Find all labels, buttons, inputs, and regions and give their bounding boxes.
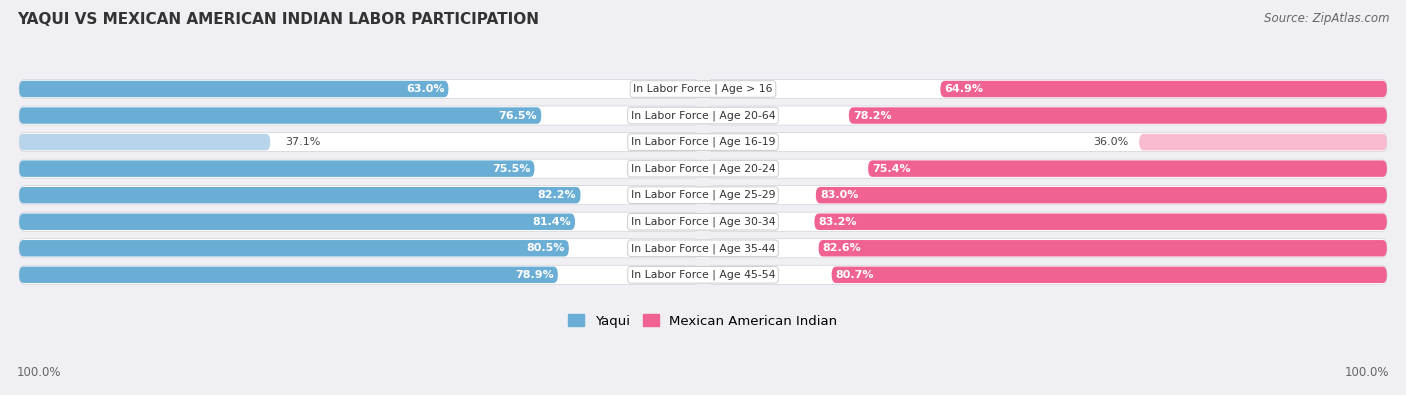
Text: 63.0%: 63.0% bbox=[406, 84, 444, 94]
FancyBboxPatch shape bbox=[849, 107, 1386, 124]
Text: 83.2%: 83.2% bbox=[818, 217, 858, 227]
FancyBboxPatch shape bbox=[707, 186, 1386, 205]
Text: 80.7%: 80.7% bbox=[835, 270, 875, 280]
Text: 81.4%: 81.4% bbox=[531, 217, 571, 227]
Text: 78.9%: 78.9% bbox=[515, 270, 554, 280]
Text: In Labor Force | Age 20-64: In Labor Force | Age 20-64 bbox=[631, 110, 775, 121]
FancyBboxPatch shape bbox=[20, 160, 534, 177]
Text: 100.0%: 100.0% bbox=[1344, 366, 1389, 379]
FancyBboxPatch shape bbox=[868, 160, 1386, 177]
Text: 64.9%: 64.9% bbox=[945, 84, 983, 94]
FancyBboxPatch shape bbox=[20, 267, 558, 283]
FancyBboxPatch shape bbox=[20, 239, 699, 258]
FancyBboxPatch shape bbox=[20, 134, 270, 150]
FancyBboxPatch shape bbox=[707, 106, 1386, 125]
FancyBboxPatch shape bbox=[707, 79, 1386, 99]
FancyBboxPatch shape bbox=[707, 159, 1386, 178]
FancyBboxPatch shape bbox=[20, 213, 575, 230]
Text: In Labor Force | Age 16-19: In Labor Force | Age 16-19 bbox=[631, 137, 775, 147]
Text: 82.6%: 82.6% bbox=[823, 243, 862, 253]
Text: 75.5%: 75.5% bbox=[492, 164, 530, 174]
FancyBboxPatch shape bbox=[707, 133, 1386, 152]
FancyBboxPatch shape bbox=[20, 107, 541, 124]
Text: 76.5%: 76.5% bbox=[499, 111, 537, 120]
FancyBboxPatch shape bbox=[20, 212, 699, 231]
FancyBboxPatch shape bbox=[20, 186, 699, 205]
Text: 82.2%: 82.2% bbox=[537, 190, 576, 200]
FancyBboxPatch shape bbox=[941, 81, 1386, 97]
Text: In Labor Force | Age 35-44: In Labor Force | Age 35-44 bbox=[631, 243, 775, 254]
Text: YAQUI VS MEXICAN AMERICAN INDIAN LABOR PARTICIPATION: YAQUI VS MEXICAN AMERICAN INDIAN LABOR P… bbox=[17, 12, 538, 27]
FancyBboxPatch shape bbox=[707, 212, 1386, 231]
FancyBboxPatch shape bbox=[20, 159, 699, 178]
FancyBboxPatch shape bbox=[1139, 134, 1386, 150]
FancyBboxPatch shape bbox=[20, 79, 699, 99]
FancyBboxPatch shape bbox=[20, 133, 699, 152]
Text: 75.4%: 75.4% bbox=[872, 164, 911, 174]
FancyBboxPatch shape bbox=[818, 240, 1386, 256]
FancyBboxPatch shape bbox=[20, 81, 449, 97]
Text: In Labor Force | Age 20-24: In Labor Force | Age 20-24 bbox=[631, 164, 775, 174]
Text: 78.2%: 78.2% bbox=[853, 111, 891, 120]
FancyBboxPatch shape bbox=[832, 267, 1386, 283]
Text: 100.0%: 100.0% bbox=[17, 366, 62, 379]
FancyBboxPatch shape bbox=[20, 265, 699, 284]
FancyBboxPatch shape bbox=[20, 187, 581, 203]
Text: Source: ZipAtlas.com: Source: ZipAtlas.com bbox=[1264, 12, 1389, 25]
FancyBboxPatch shape bbox=[814, 213, 1386, 230]
Text: 36.0%: 36.0% bbox=[1092, 137, 1128, 147]
FancyBboxPatch shape bbox=[815, 187, 1386, 203]
Text: In Labor Force | Age 25-29: In Labor Force | Age 25-29 bbox=[631, 190, 775, 200]
FancyBboxPatch shape bbox=[20, 106, 699, 125]
Text: 83.0%: 83.0% bbox=[820, 190, 858, 200]
Text: In Labor Force | Age 30-34: In Labor Force | Age 30-34 bbox=[631, 216, 775, 227]
FancyBboxPatch shape bbox=[707, 265, 1386, 284]
FancyBboxPatch shape bbox=[20, 240, 569, 256]
Text: 80.5%: 80.5% bbox=[526, 243, 565, 253]
Text: In Labor Force | Age > 16: In Labor Force | Age > 16 bbox=[633, 84, 773, 94]
Text: In Labor Force | Age 45-54: In Labor Force | Age 45-54 bbox=[631, 269, 775, 280]
Text: 37.1%: 37.1% bbox=[285, 137, 321, 147]
Legend: Yaqui, Mexican American Indian: Yaqui, Mexican American Indian bbox=[564, 309, 842, 333]
FancyBboxPatch shape bbox=[707, 239, 1386, 258]
